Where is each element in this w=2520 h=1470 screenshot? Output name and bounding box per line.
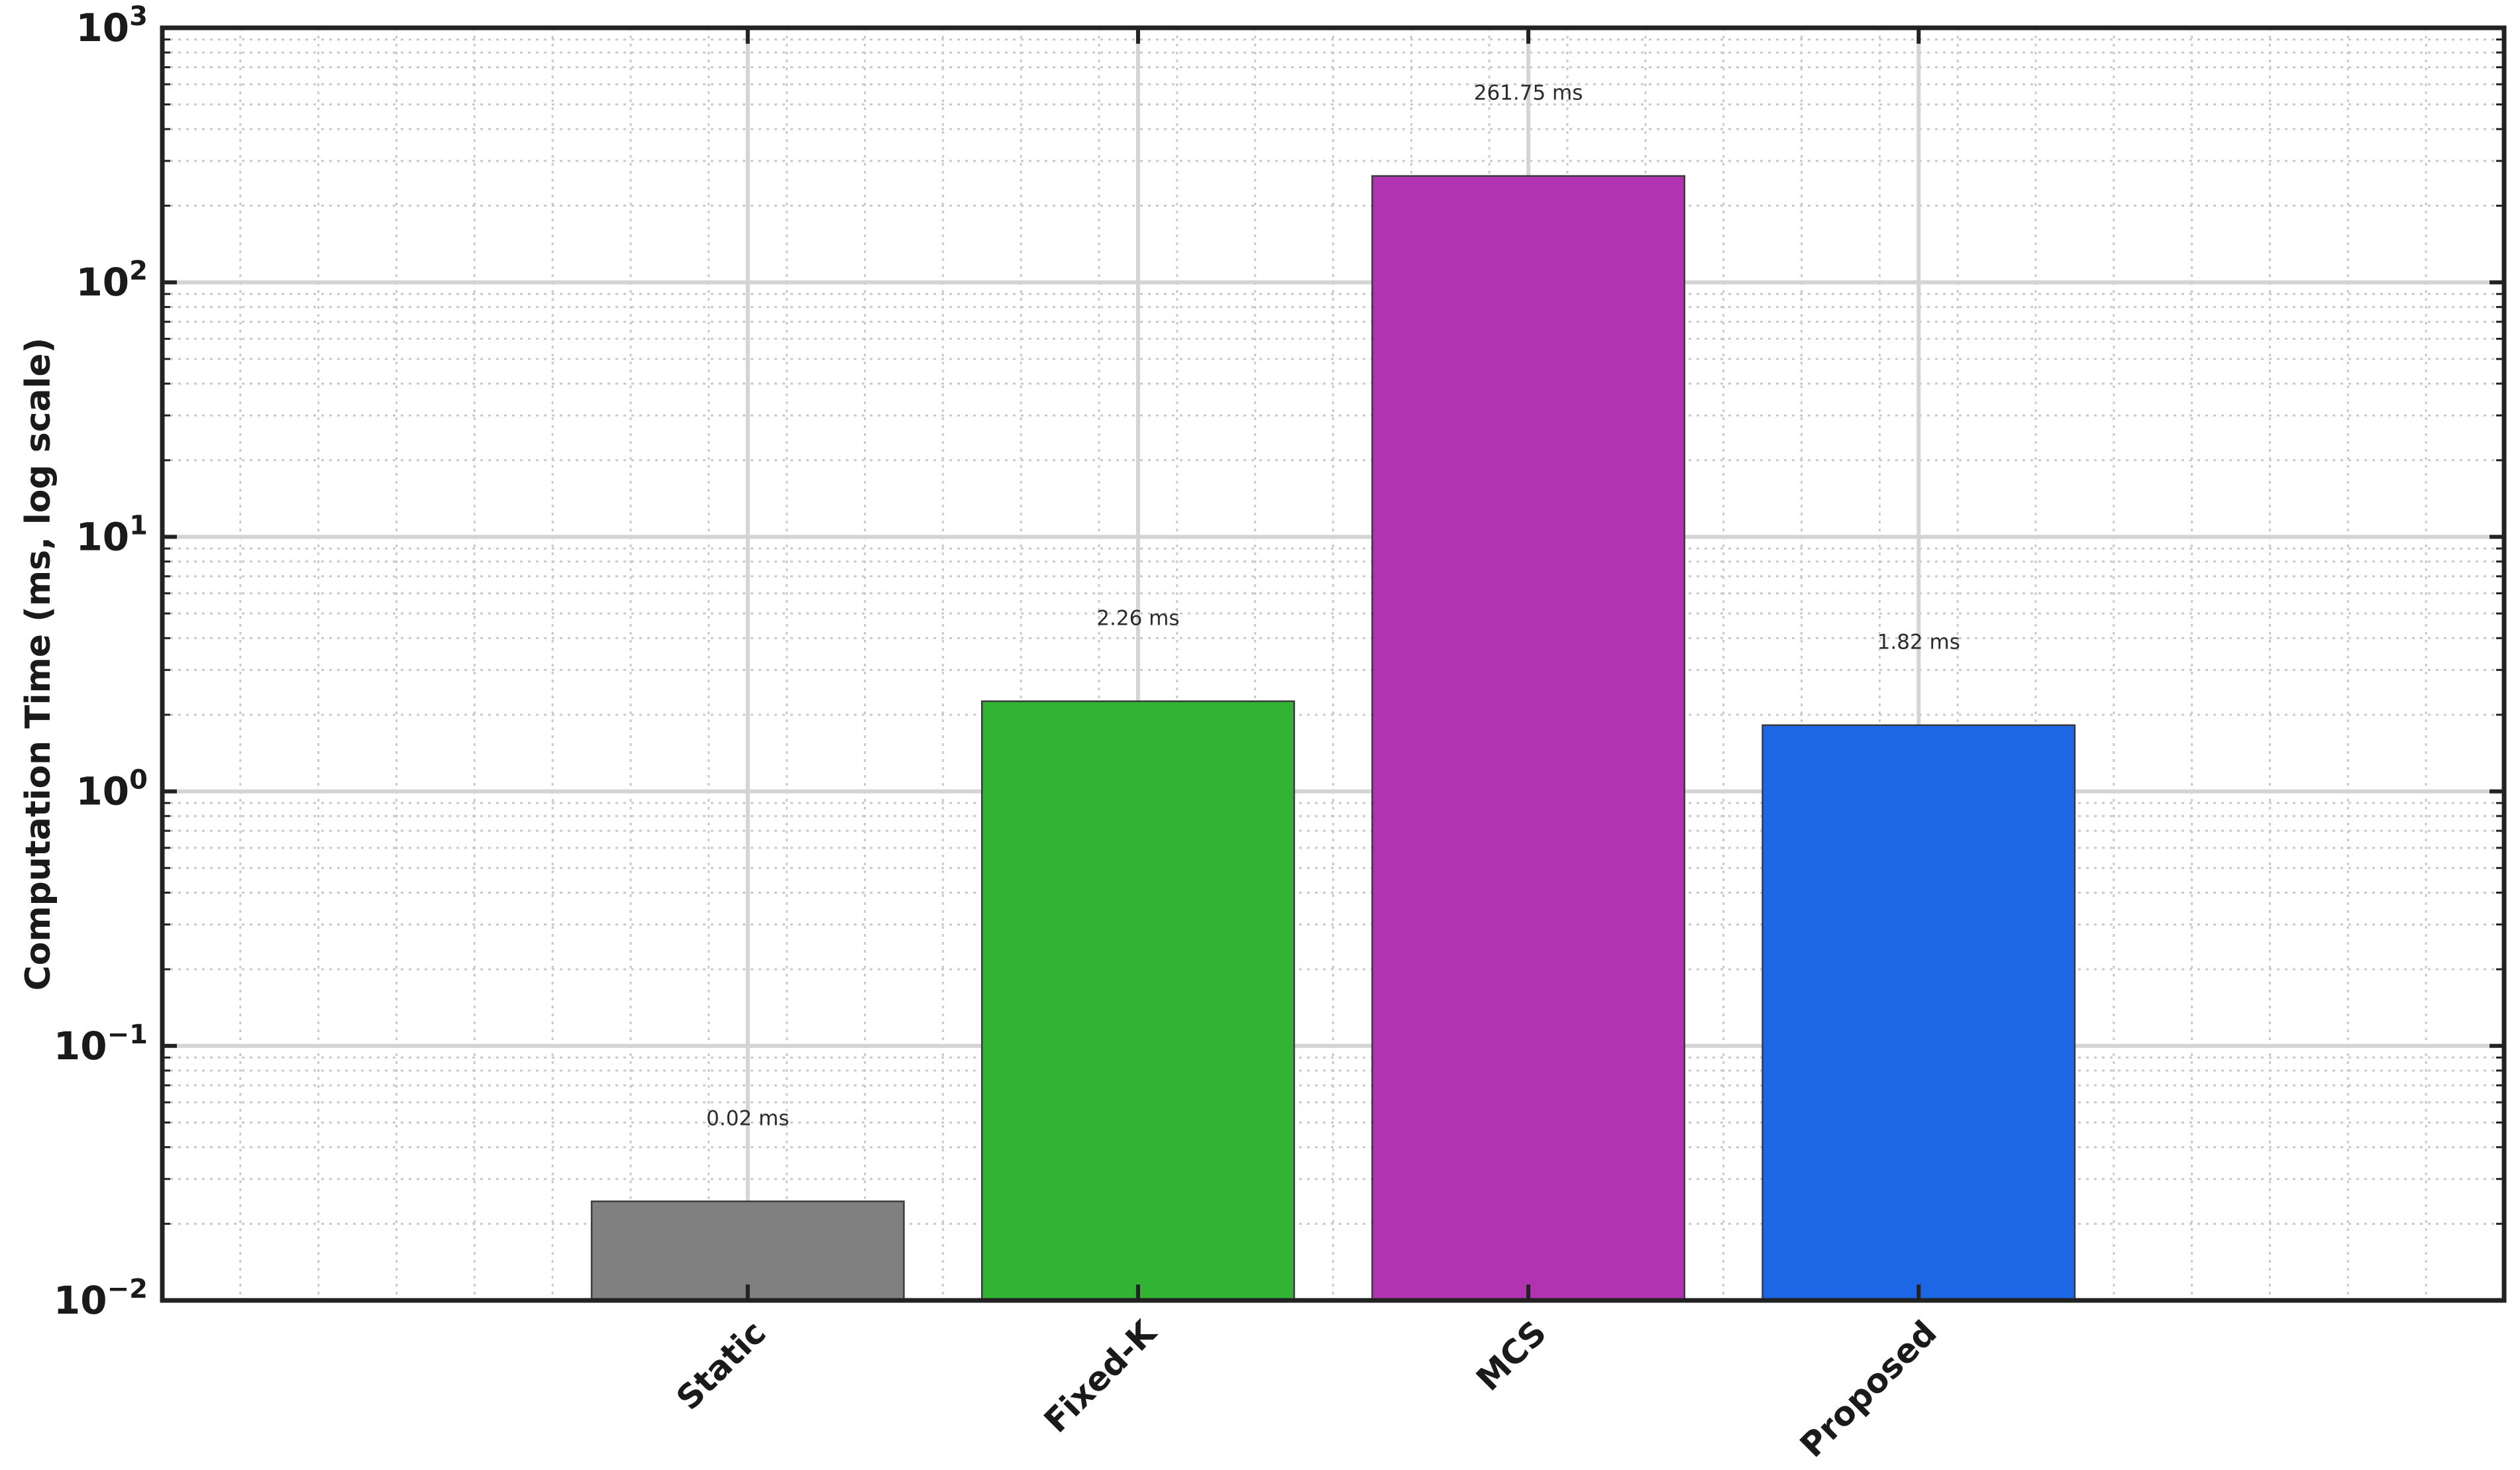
bar-value-label: 261.75 ms [1474,81,1583,105]
bar-mcs [1371,175,1686,1302]
y-tick-label: 102 [76,256,148,305]
x-tick-label: Proposed [1793,1313,1944,1465]
y-tick-label: 101 [76,510,148,559]
bar-value-labels: 0.02 ms 2.26 ms 261.75 ms 1.82 ms [706,81,1960,1131]
plot-frame [160,25,2507,1303]
bar-proposed [1761,724,2076,1302]
bar-value-label: 0.02 ms [706,1106,789,1130]
x-tick-label: MCS [1469,1313,1553,1398]
bar-static [590,1200,905,1302]
bars [590,175,2076,1302]
bar-value-label: 2.26 ms [1096,607,1179,631]
grid [161,26,2505,1302]
tick-marks [162,26,2504,1302]
bar-value-label: 1.82 ms [1877,631,1960,655]
y-axis-label: Computation Time (ms, log scale) [19,338,58,991]
y-tick-label: 10−2 [54,1274,148,1323]
y-tick-labels: 10−2 10−1 100 101 102 103 [54,1,148,1323]
x-tick-label: Static [669,1313,773,1417]
x-tick-labels: Static Fixed-K MCS Proposed [669,1312,1944,1465]
x-tick-label: Fixed-K [1037,1312,1165,1440]
y-tick-label: 103 [76,1,148,50]
y-tick-label: 10−1 [54,1020,148,1069]
bar-fixed-k [981,700,1295,1302]
y-tick-label: 100 [76,765,148,814]
